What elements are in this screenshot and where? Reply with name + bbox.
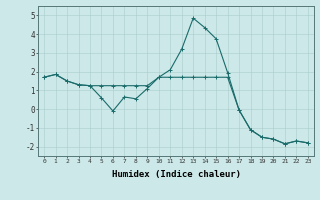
X-axis label: Humidex (Indice chaleur): Humidex (Indice chaleur) [111,170,241,179]
